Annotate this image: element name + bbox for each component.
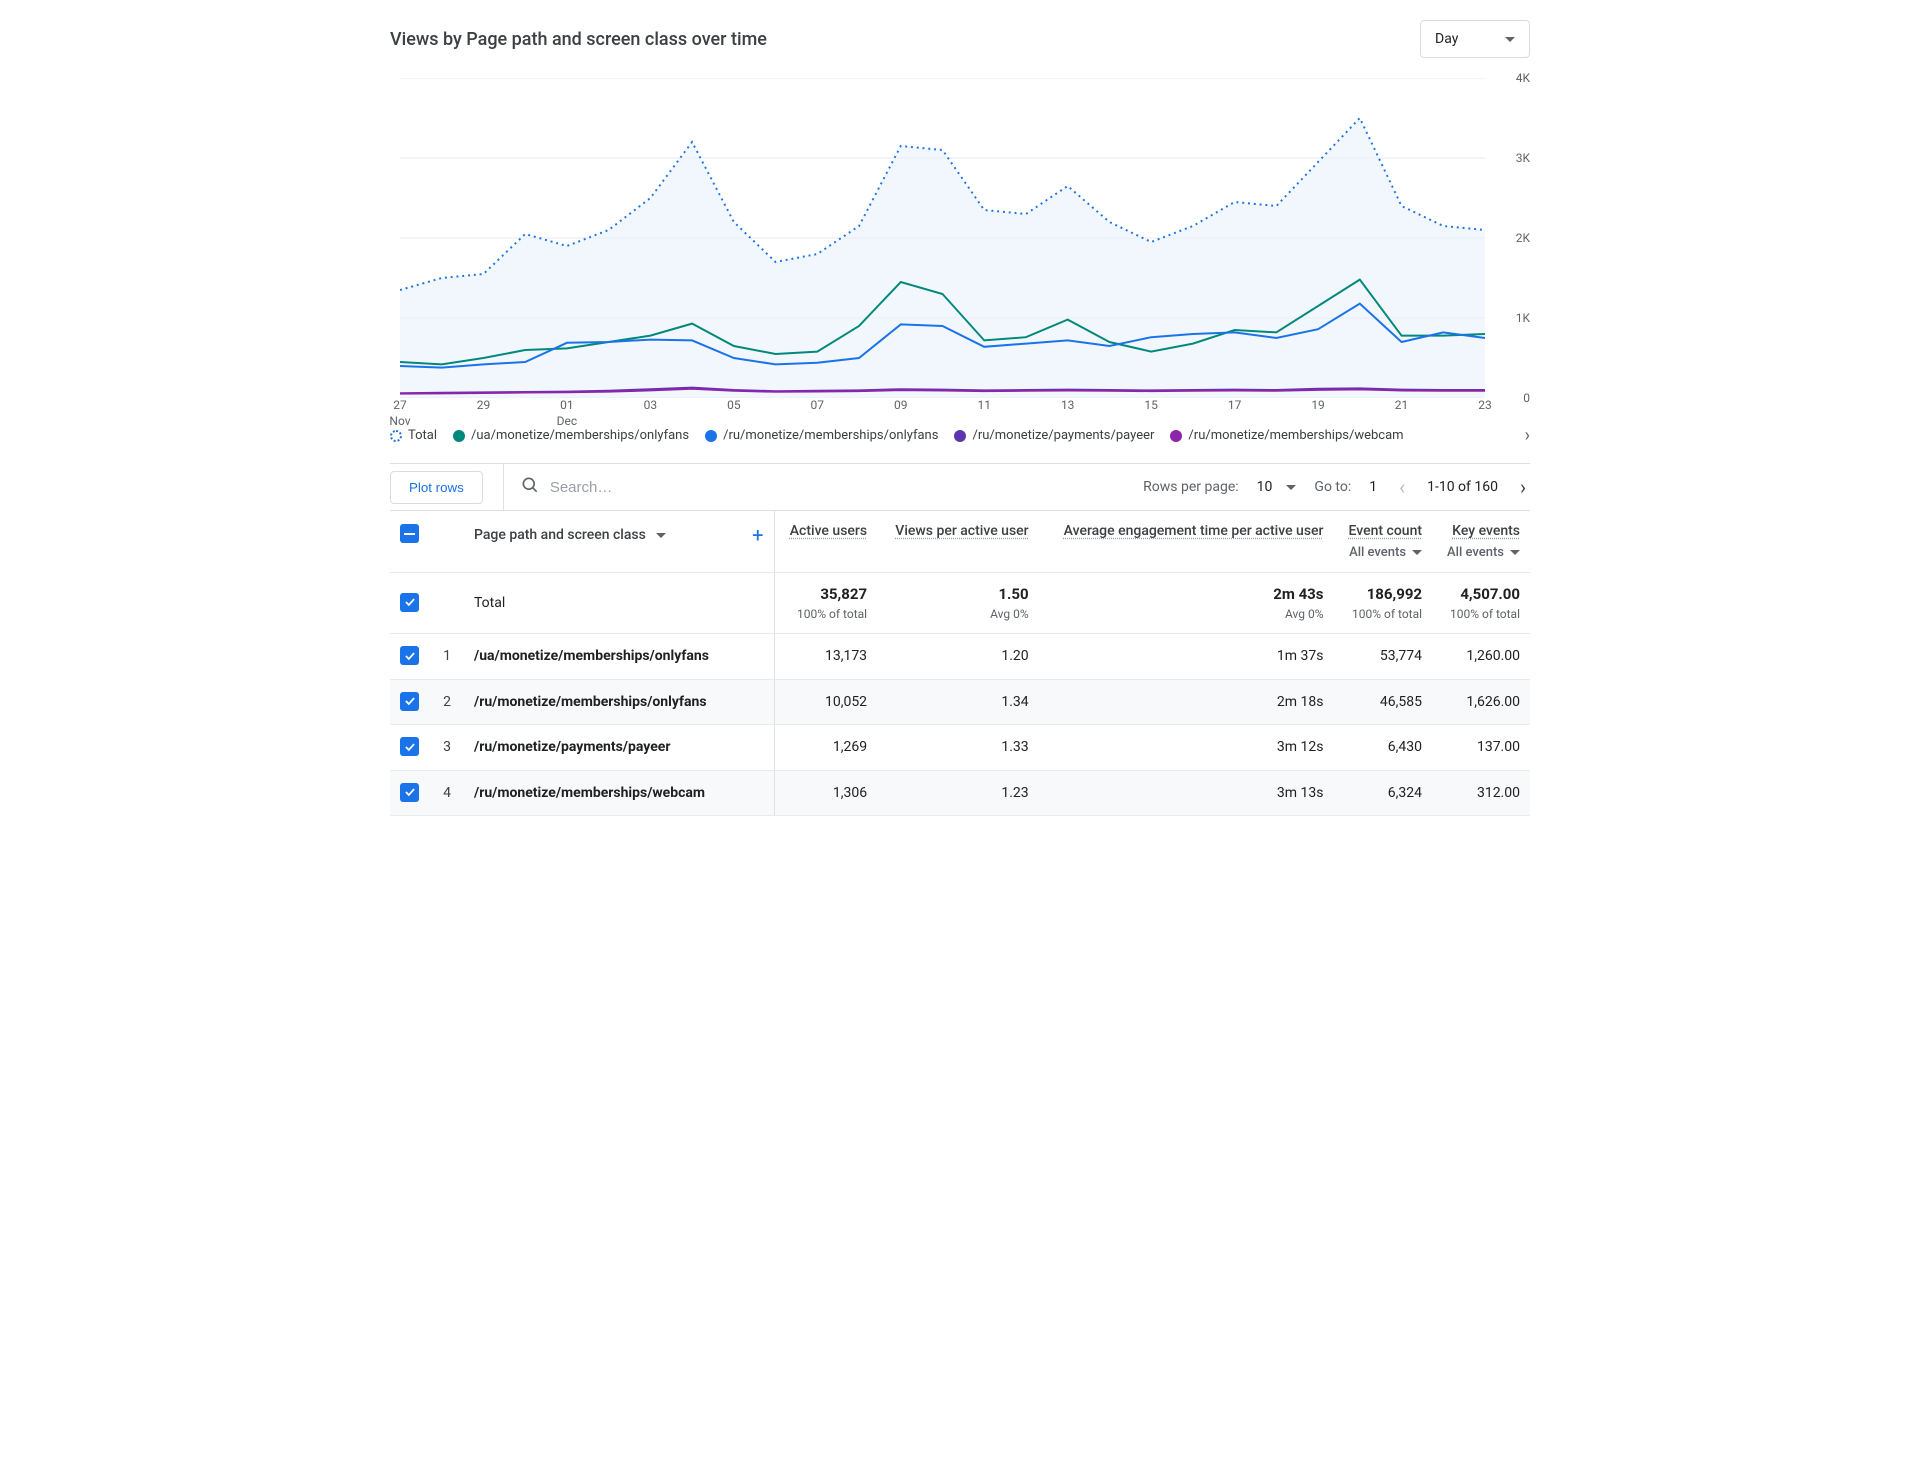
row-checkbox[interactable] xyxy=(400,783,419,802)
column-header-event_count[interactable]: Event count xyxy=(1349,523,1423,539)
column-header-key_events[interactable]: Key events xyxy=(1452,523,1520,539)
table-row: 1 /ua/monetize/memberships/onlyfans13,17… xyxy=(390,634,1530,680)
row-checkbox[interactable] xyxy=(400,646,419,665)
dimension-cell[interactable]: /ru/monetize/memberships/webcam xyxy=(464,770,774,816)
legend-item[interactable]: /ru/monetize/memberships/webcam xyxy=(1170,428,1403,443)
search-icon xyxy=(520,475,540,499)
granularity-value: Day xyxy=(1435,31,1458,47)
dimension-cell[interactable]: /ru/monetize/payments/payeer xyxy=(464,725,774,771)
legend-item[interactable]: Total xyxy=(390,428,437,443)
next-page-button[interactable]: › xyxy=(1516,475,1530,499)
column-header-active_users[interactable]: Active users xyxy=(790,523,867,539)
dimension-header[interactable]: Page path and screen class xyxy=(474,527,646,543)
page-title: Views by Page path and screen class over… xyxy=(390,29,767,50)
go-to-label: Go to: xyxy=(1314,479,1351,495)
chevron-down-icon xyxy=(1286,485,1296,490)
chevron-down-icon xyxy=(1505,37,1515,42)
rows-per-page-select[interactable]: 10 xyxy=(1257,479,1297,495)
total-checkbox[interactable] xyxy=(400,593,419,612)
column-header-avg_eng[interactable]: Average engagement time per active user xyxy=(1064,523,1324,539)
page-range: 1-10 of 160 xyxy=(1427,479,1498,495)
legend-item[interactable]: /ru/monetize/memberships/onlyfans xyxy=(705,428,938,443)
table-toolbar: Plot rows Rows per page: 10 Go to: 1 ‹ 1… xyxy=(390,463,1530,511)
line-chart: 01K2K3K4K 27 Nov2901 Dec0305070911131517… xyxy=(390,78,1530,418)
dimension-cell[interactable]: /ru/monetize/memberships/onlyfans xyxy=(464,679,774,725)
chevron-down-icon[interactable] xyxy=(656,533,666,538)
legend-scroll-right[interactable]: › xyxy=(1525,428,1530,443)
search-input[interactable] xyxy=(550,479,1143,496)
dimension-cell[interactable]: /ua/monetize/memberships/onlyfans xyxy=(464,634,774,680)
rows-per-page-label: Rows per page: xyxy=(1143,479,1238,495)
row-checkbox[interactable] xyxy=(400,737,419,756)
column-header-views_per_user[interactable]: Views per active user xyxy=(895,523,1028,539)
column-filter-key_events[interactable]: All events xyxy=(1442,545,1520,560)
add-dimension-button[interactable]: + xyxy=(752,523,763,547)
select-all-checkbox[interactable] xyxy=(400,524,419,543)
row-checkbox[interactable] xyxy=(400,692,419,711)
legend-item[interactable]: /ua/monetize/memberships/onlyfans xyxy=(453,428,689,443)
legend-item[interactable]: /ru/monetize/payments/payeer xyxy=(954,428,1154,443)
go-to-value[interactable]: 1 xyxy=(1369,479,1377,495)
table-row: 2 /ru/monetize/memberships/onlyfans10,05… xyxy=(390,679,1530,725)
column-filter-event_count[interactable]: All events xyxy=(1344,545,1423,560)
table-row: 4 /ru/monetize/memberships/webcam1,3061.… xyxy=(390,770,1530,816)
prev-page-button[interactable]: ‹ xyxy=(1395,475,1409,499)
total-label: Total xyxy=(464,573,774,634)
table-row: 3 /ru/monetize/payments/payeer1,2691.333… xyxy=(390,725,1530,771)
plot-rows-button[interactable]: Plot rows xyxy=(390,471,483,504)
granularity-select[interactable]: Day xyxy=(1420,20,1530,58)
chart-legend: Total/ua/monetize/memberships/onlyfans/r… xyxy=(390,428,1530,443)
data-table: Page path and screen class + Active user… xyxy=(390,511,1530,816)
